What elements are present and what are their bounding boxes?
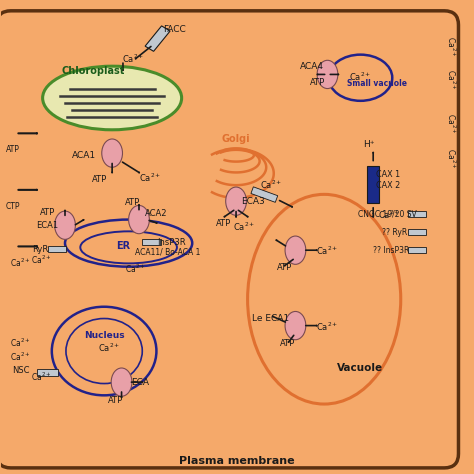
Text: Ca$^{2+}$: Ca$^{2+}$	[10, 351, 30, 364]
Text: NSC: NSC	[12, 366, 30, 375]
Ellipse shape	[317, 60, 338, 89]
Polygon shape	[145, 26, 170, 51]
Text: ATP: ATP	[108, 396, 123, 405]
Text: ATP: ATP	[92, 175, 107, 184]
Text: Ca$^{2+}$: Ca$^{2+}$	[445, 113, 457, 133]
Bar	[408, 229, 427, 236]
Text: RyR: RyR	[32, 245, 48, 254]
Text: ATP: ATP	[310, 78, 326, 87]
Text: Ca$^{2+}$: Ca$^{2+}$	[139, 172, 161, 184]
Text: ECA3: ECA3	[242, 197, 265, 206]
Text: Ca$^{2+}$: Ca$^{2+}$	[10, 337, 30, 349]
Text: H⁺: H⁺	[363, 140, 374, 149]
Text: FACC: FACC	[164, 25, 186, 34]
Ellipse shape	[111, 368, 132, 396]
Ellipse shape	[102, 139, 122, 167]
Text: CTP: CTP	[5, 202, 20, 211]
Text: Le ECA1: Le ECA1	[252, 314, 290, 323]
Text: ER: ER	[116, 241, 130, 251]
Ellipse shape	[226, 187, 246, 215]
Text: Ca$^{2+}$: Ca$^{2+}$	[378, 209, 401, 221]
Polygon shape	[251, 187, 278, 202]
Text: Ca$^{2+}$: Ca$^{2+}$	[445, 69, 457, 90]
Text: ACA1: ACA1	[72, 152, 96, 161]
Text: Ca$^{2+}$: Ca$^{2+}$	[10, 257, 30, 269]
Text: Nucleus: Nucleus	[84, 330, 125, 339]
Text: Ca$^{2+}$: Ca$^{2+}$	[233, 220, 255, 233]
Text: Ca$^{2+}$: Ca$^{2+}$	[445, 36, 457, 56]
Bar	[408, 211, 427, 218]
Text: CAX 1: CAX 1	[376, 170, 400, 179]
Ellipse shape	[285, 236, 306, 264]
Text: Ca$^{2+}$: Ca$^{2+}$	[98, 342, 120, 354]
Text: ACA4: ACA4	[300, 62, 323, 71]
Text: Chloroplast: Chloroplast	[62, 66, 125, 76]
Bar	[367, 166, 379, 203]
Text: Ca$^{2+}$: Ca$^{2+}$	[349, 71, 371, 83]
Text: ACA2: ACA2	[145, 209, 167, 218]
Text: InsP3R: InsP3R	[157, 237, 185, 246]
Text: Ca$^{2+}$: Ca$^{2+}$	[316, 245, 338, 257]
Text: ECA: ECA	[131, 378, 149, 387]
Text: ATP: ATP	[6, 146, 19, 155]
Bar	[47, 246, 66, 252]
Text: Ca$^{2+}$: Ca$^{2+}$	[125, 263, 146, 275]
Bar	[37, 369, 58, 375]
Ellipse shape	[55, 211, 75, 239]
Text: Ca$^{2+}$: Ca$^{2+}$	[260, 179, 282, 191]
Text: Ca$^{2+}$: Ca$^{2+}$	[121, 52, 144, 64]
Text: Ca$^{2+}$: Ca$^{2+}$	[445, 147, 457, 168]
Text: ?? InsP3R: ?? InsP3R	[374, 246, 410, 255]
Ellipse shape	[128, 205, 149, 234]
Text: CNGC 19/20 SV: CNGC 19/20 SV	[358, 210, 417, 219]
Text: ?? RyR: ?? RyR	[382, 228, 408, 237]
FancyBboxPatch shape	[0, 11, 458, 468]
Text: Vacuole: Vacuole	[337, 363, 383, 373]
Text: ATP: ATP	[40, 208, 55, 217]
Bar	[408, 247, 427, 253]
Text: ACA11/ Bo-ACA 1: ACA11/ Bo-ACA 1	[135, 247, 200, 256]
Ellipse shape	[285, 311, 306, 340]
Text: ATP: ATP	[125, 198, 140, 207]
Text: Ca$^{2+}$: Ca$^{2+}$	[316, 320, 338, 333]
Text: ATP: ATP	[216, 219, 231, 228]
Ellipse shape	[43, 66, 182, 130]
Text: ATP: ATP	[276, 263, 292, 272]
Text: Ca$^{2+}$: Ca$^{2+}$	[31, 254, 51, 266]
Text: CAX 2: CAX 2	[376, 181, 400, 190]
Text: ATP: ATP	[280, 339, 295, 348]
Text: ECA1: ECA1	[36, 221, 59, 230]
Bar	[142, 239, 161, 245]
Text: Small vacuole: Small vacuole	[347, 79, 408, 88]
Text: Plasma membrane: Plasma membrane	[179, 456, 295, 466]
Text: Ca$^{2+}$: Ca$^{2+}$	[31, 370, 52, 383]
Text: Golgi: Golgi	[222, 134, 250, 144]
